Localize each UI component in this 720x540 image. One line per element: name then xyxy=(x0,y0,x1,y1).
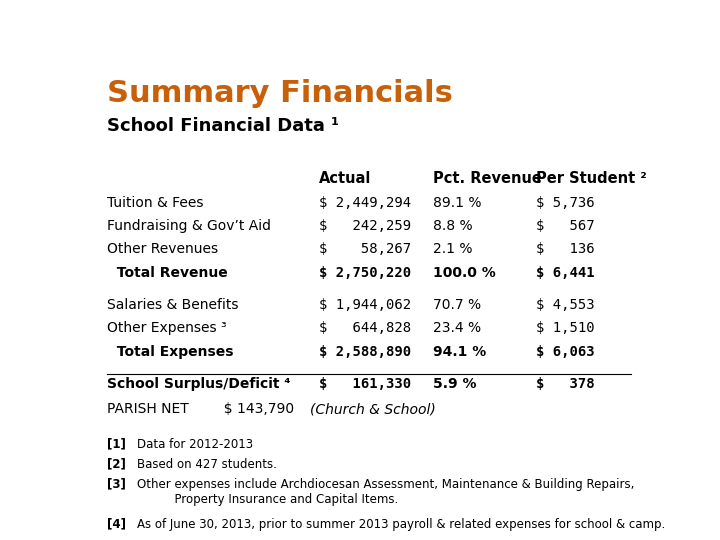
Text: School Financial Data ¹: School Financial Data ¹ xyxy=(107,117,338,135)
Text: Per Student ²: Per Student ² xyxy=(536,171,647,186)
Text: $   644,828: $ 644,828 xyxy=(319,321,411,335)
Text: Summary Financials: Summary Financials xyxy=(107,79,453,109)
Text: $   242,259: $ 242,259 xyxy=(319,219,411,233)
Text: Total Expenses: Total Expenses xyxy=(107,345,233,359)
Text: PARISH NET        $ 143,790: PARISH NET $ 143,790 xyxy=(107,402,307,416)
Text: Salaries & Benefits: Salaries & Benefits xyxy=(107,298,238,312)
Text: 94.1 %: 94.1 % xyxy=(433,345,487,359)
Text: Other Expenses ³: Other Expenses ³ xyxy=(107,321,226,335)
Text: As of June 30, 2013, prior to summer 2013 payroll & related expenses for school : As of June 30, 2013, prior to summer 201… xyxy=(138,518,666,531)
Text: $   136: $ 136 xyxy=(536,242,595,256)
Text: $ 4,553: $ 4,553 xyxy=(536,298,595,312)
Text: Based on 427 students.: Based on 427 students. xyxy=(138,458,277,471)
Text: Pct. Revenue: Pct. Revenue xyxy=(433,171,542,186)
Text: [4]: [4] xyxy=(107,518,126,531)
Text: [3]: [3] xyxy=(107,478,125,491)
Text: $ 5,736: $ 5,736 xyxy=(536,196,595,210)
Text: 70.7 %: 70.7 % xyxy=(433,298,481,312)
Text: Actual: Actual xyxy=(319,171,371,186)
Text: [2]: [2] xyxy=(107,458,125,471)
Text: $ 2,750,220: $ 2,750,220 xyxy=(319,266,411,280)
Text: [1]: [1] xyxy=(107,438,125,451)
Text: School Surplus/Deficit ⁴: School Surplus/Deficit ⁴ xyxy=(107,377,290,391)
Text: 5.9 %: 5.9 % xyxy=(433,377,477,391)
Text: (Church & School): (Church & School) xyxy=(310,402,436,416)
Text: Data for 2012-2013: Data for 2012-2013 xyxy=(138,438,253,451)
Text: $ 1,510: $ 1,510 xyxy=(536,321,595,335)
Text: 100.0 %: 100.0 % xyxy=(433,266,496,280)
Text: Tuition & Fees: Tuition & Fees xyxy=(107,196,203,210)
Text: Total Revenue: Total Revenue xyxy=(107,266,228,280)
Text: $ 2,588,890: $ 2,588,890 xyxy=(319,345,411,359)
Text: $   378: $ 378 xyxy=(536,377,595,391)
Text: 89.1 %: 89.1 % xyxy=(433,196,482,210)
Text: 2.1 %: 2.1 % xyxy=(433,242,472,256)
Text: $ 6,441: $ 6,441 xyxy=(536,266,595,280)
Text: Other expenses include Archdiocesan Assessment, Maintenance & Building Repairs,
: Other expenses include Archdiocesan Asse… xyxy=(138,478,635,505)
Text: $   161,330: $ 161,330 xyxy=(319,377,411,391)
Text: $ 1,944,062: $ 1,944,062 xyxy=(319,298,411,312)
Text: 23.4 %: 23.4 % xyxy=(433,321,481,335)
Text: 8.8 %: 8.8 % xyxy=(433,219,473,233)
Text: Fundraising & Gov’t Aid: Fundraising & Gov’t Aid xyxy=(107,219,271,233)
Text: Other Revenues: Other Revenues xyxy=(107,242,218,256)
Text: $ 6,063: $ 6,063 xyxy=(536,345,595,359)
Text: $   567: $ 567 xyxy=(536,219,595,233)
Text: $    58,267: $ 58,267 xyxy=(319,242,411,256)
Text: $ 2,449,294: $ 2,449,294 xyxy=(319,196,411,210)
